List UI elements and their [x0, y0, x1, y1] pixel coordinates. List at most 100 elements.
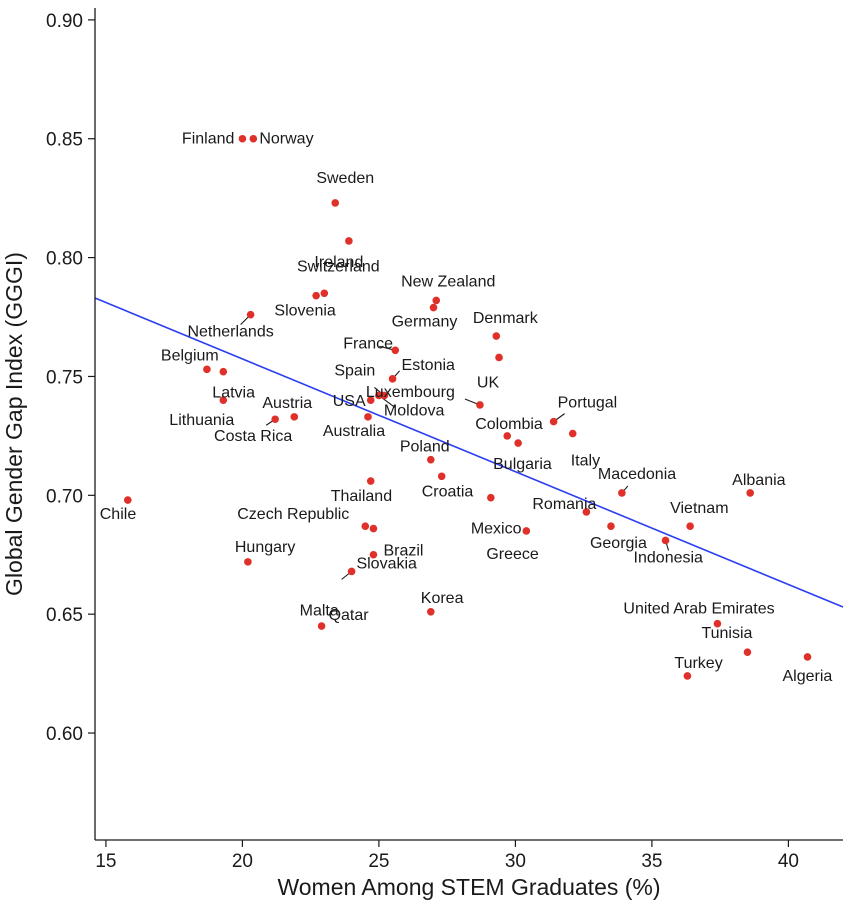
point-label: Mexico — [471, 521, 522, 538]
point-label: Luxembourg — [366, 384, 455, 401]
y-axis-title: Global Gender Gap Index (GGGI) — [1, 252, 27, 596]
data-point — [426, 607, 435, 616]
data-point — [244, 558, 252, 566]
data-point — [380, 391, 389, 400]
point-label: Chile — [100, 506, 137, 523]
data-point — [661, 536, 670, 545]
data-point — [366, 477, 375, 485]
point-label: Austria — [262, 395, 312, 412]
data-point — [683, 672, 692, 680]
x-tick-label: 35 — [641, 851, 662, 872]
data-point — [361, 522, 370, 531]
point-label: Spain — [334, 362, 375, 379]
point-label: Albania — [732, 472, 785, 489]
data-point — [582, 508, 591, 516]
data-point — [347, 567, 356, 576]
y-tick-label: 0.60 — [46, 724, 83, 745]
data-point — [312, 291, 320, 300]
data-point — [249, 134, 258, 143]
point-label: Switzerland — [297, 258, 380, 275]
data-point — [713, 619, 722, 628]
data-point — [290, 413, 299, 421]
x-tick-label: 15 — [95, 851, 116, 872]
trend-line — [94, 297, 844, 608]
point-label: Qatar — [329, 607, 370, 624]
data-point — [568, 429, 577, 438]
data-point — [549, 417, 558, 426]
point-label: UK — [477, 374, 500, 391]
point-label: Slovenia — [274, 303, 335, 320]
point-label: Vietnam — [670, 500, 728, 517]
y-tick-label: 0.90 — [46, 11, 83, 32]
point-label: Poland — [400, 439, 450, 456]
data-point — [331, 199, 340, 207]
data-point — [503, 432, 512, 440]
y-tick-label: 0.65 — [46, 605, 83, 626]
point-label: Sweden — [316, 170, 374, 187]
data-point — [514, 439, 522, 447]
data-point — [317, 622, 326, 630]
point-label: Hungary — [235, 539, 295, 556]
point-label: Australia — [323, 423, 385, 440]
point-label: Greece — [486, 546, 539, 563]
data-point — [219, 367, 228, 376]
point-label: Indonesia — [634, 549, 703, 566]
x-tick-label: 30 — [505, 851, 526, 872]
point-label: Malta — [300, 602, 339, 619]
x-tick-label: 40 — [778, 851, 799, 872]
data-point — [375, 391, 383, 400]
point-label: Turkey — [674, 655, 722, 672]
data-point — [320, 289, 329, 298]
point-label: Tunisia — [701, 625, 752, 642]
point-label: Italy — [571, 453, 600, 470]
point-label: Lithuania — [169, 412, 234, 429]
y-tick-label: 0.85 — [46, 130, 83, 151]
data-point — [369, 550, 378, 559]
data-point — [487, 493, 495, 502]
point-label: Thailand — [331, 488, 392, 505]
point-label: Georgia — [590, 535, 647, 552]
data-point — [388, 375, 397, 383]
point-label: Belgium — [161, 347, 219, 364]
data-point — [803, 653, 812, 661]
data-point — [364, 413, 372, 421]
point-label: Latvia — [212, 385, 255, 402]
data-point — [426, 455, 435, 464]
point-label: Moldova — [384, 402, 445, 419]
data-point — [437, 472, 446, 481]
point-label: Korea — [421, 590, 464, 607]
x-axis-title: Women Among STEM Graduates (%) — [277, 874, 660, 900]
data-point — [369, 524, 378, 533]
data-point — [429, 303, 438, 312]
point-label: Estonia — [402, 357, 455, 374]
data-point — [607, 522, 615, 531]
point-label: Colombia — [475, 416, 543, 433]
data-point — [746, 489, 754, 497]
x-tick-label: 25 — [368, 851, 389, 872]
data-point — [345, 237, 353, 245]
data-point — [203, 365, 211, 374]
point-label: Costa Rica — [214, 428, 292, 445]
data-point — [522, 527, 531, 535]
y-tick-label: 0.80 — [46, 249, 83, 270]
x-tick-label: 20 — [232, 851, 253, 872]
point-label: Norway — [259, 131, 313, 148]
point-label: Portugal — [558, 395, 618, 412]
data-point — [366, 396, 375, 405]
point-label: Czech Republic — [237, 506, 349, 523]
data-point — [743, 648, 752, 657]
data-point — [219, 396, 228, 405]
point-label: Germany — [392, 314, 458, 331]
point-label: Slovakia — [356, 556, 417, 573]
data-point — [391, 346, 400, 355]
point-label: Brazil — [383, 543, 423, 560]
point-label: USA — [333, 393, 366, 410]
point-label: Macedonia — [598, 466, 676, 483]
data-point — [686, 522, 694, 531]
data-point — [271, 415, 279, 424]
data-point — [123, 496, 132, 504]
data-point — [476, 401, 484, 409]
point-label: Netherlands — [187, 324, 273, 341]
point-label: Romania — [532, 496, 596, 513]
